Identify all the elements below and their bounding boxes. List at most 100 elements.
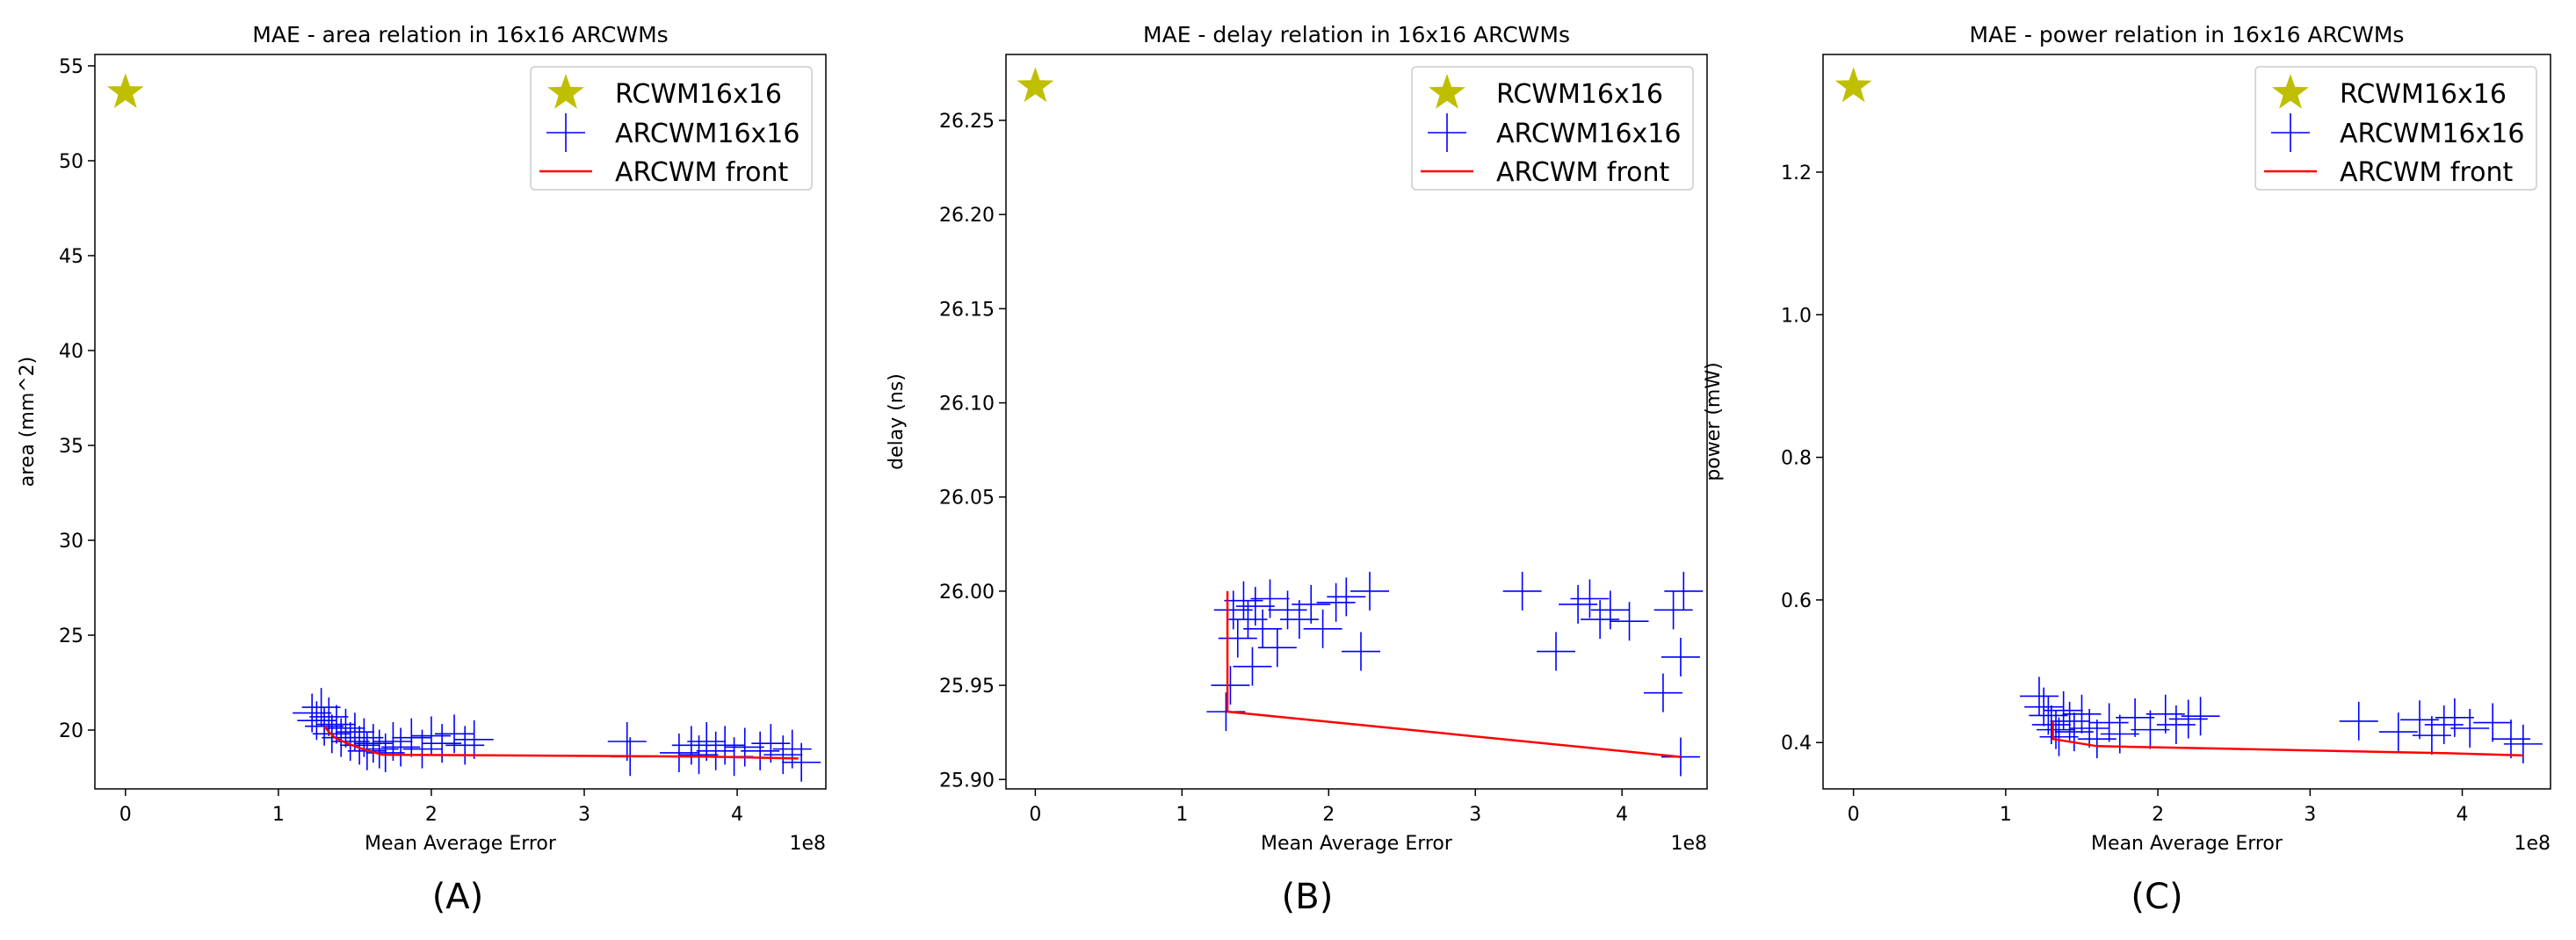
legend: RCWM16x16 ARCWM16x16 ARCWM front [530, 66, 813, 191]
chart-panel-1: MAE - delay relation in 16x16 ARCWMs 0 1 2 3… [886, 22, 1708, 855]
reference-star [1017, 67, 1054, 103]
design-point [671, 726, 711, 765]
y-tick-label: 30 [59, 531, 83, 553]
design-point [340, 726, 380, 765]
design-point [706, 726, 745, 765]
x-axis-label: Mean Average Error [1261, 833, 1453, 855]
design-point [1257, 628, 1297, 668]
legend-star-marker [2272, 74, 2309, 109]
plot-frame [94, 54, 827, 790]
design-point [1268, 590, 1307, 630]
design-point [1218, 618, 1257, 658]
y-tick-label: 20 [59, 720, 83, 742]
design-point [1570, 579, 1610, 618]
chart-panel-2: MAE - power relation in 16x16 ARCWMs 0 1 2 3… [1703, 22, 2551, 855]
legend-label: ARCWM16x16 [615, 119, 800, 149]
design-point [1653, 590, 1693, 630]
legend-label: ARCWM front [1496, 157, 1670, 188]
y-tick-label: 40 [59, 341, 83, 363]
design-point [1224, 581, 1263, 620]
design-point [2450, 709, 2490, 748]
design-point [2031, 705, 2071, 744]
design-point [607, 721, 647, 761]
design-point [1661, 637, 1700, 676]
design-point [2131, 710, 2170, 749]
x-tick-label: 1 [2000, 804, 2012, 826]
y-axis-label: power (mW) [1703, 362, 1725, 481]
design-point [2037, 710, 2076, 749]
legend-label: RCWM16x16 [2340, 79, 2507, 110]
plot-frame [1005, 54, 1708, 790]
x-tick-label: 0 [1029, 804, 1041, 826]
design-point [445, 726, 485, 765]
design-point [2116, 698, 2155, 737]
front-line [2051, 720, 2523, 757]
chart-title: MAE - delay relation in 16x16 ARCWMs [1143, 22, 1570, 47]
design-point [1327, 577, 1366, 617]
design-point [381, 727, 421, 767]
design-point [2039, 717, 2079, 756]
y-tick-label: 45 [59, 246, 83, 268]
design-point [2070, 709, 2109, 748]
design-point [741, 731, 780, 770]
legend-label: ARCWM16x16 [1496, 119, 1681, 149]
reference-star [1834, 67, 1872, 103]
legend-box [2254, 66, 2537, 191]
design-point [687, 721, 727, 761]
y-axis-label: area (mm^2) [17, 357, 39, 488]
y-axis-label: delay (ns) [886, 373, 908, 470]
plot-frame [1822, 54, 2551, 790]
design-point [725, 727, 764, 767]
design-point [2029, 696, 2068, 735]
x-tick-label: 3 [2304, 804, 2316, 826]
design-point [2412, 716, 2451, 756]
y-tick-label: 26.20 [939, 205, 995, 227]
design-point [1350, 571, 1390, 611]
y-tick-label: 26.05 [939, 488, 995, 510]
design-point [2503, 724, 2543, 763]
caption-c: (C) [2131, 877, 2183, 917]
design-point [2156, 705, 2196, 744]
design-point [1250, 579, 1290, 618]
design-point [392, 718, 431, 757]
design-point [763, 735, 803, 775]
design-point [1661, 737, 1700, 777]
y-tick-label: 0.6 [1781, 590, 1812, 612]
legend-star-marker [547, 74, 584, 109]
legend-star-marker [1429, 74, 1465, 109]
y-tick-label: 1.0 [1781, 305, 1812, 327]
caption-a: (A) [431, 877, 484, 917]
design-point [1643, 673, 1682, 712]
x-tick-label: 4 [731, 804, 743, 826]
x-tick-label: 0 [1848, 804, 1860, 826]
design-point [1243, 609, 1283, 648]
design-point [301, 688, 341, 727]
design-point [454, 719, 494, 759]
design-point [1342, 632, 1381, 671]
x-offset-label: 1e8 [789, 833, 826, 855]
y-tick-label: 26.00 [939, 582, 995, 604]
legend-label: ARCWM front [615, 157, 789, 188]
design-point [1213, 590, 1253, 630]
design-point [696, 731, 735, 770]
chart-title: MAE - power relation in 16x16 ARCWMs [1970, 22, 2405, 47]
design-point [423, 724, 462, 763]
reference-star [106, 73, 144, 108]
x-offset-label: 1e8 [1670, 833, 1707, 855]
x-tick-label: 0 [119, 804, 132, 826]
design-point [1316, 582, 1356, 622]
design-point [1559, 584, 1598, 624]
legend-label: RCWM16x16 [615, 79, 782, 110]
legend-plus-marker [546, 113, 585, 152]
legend-label: RCWM16x16 [1496, 79, 1663, 110]
x-tick-label: 3 [1469, 804, 1481, 826]
y-tick-label: 35 [59, 436, 83, 458]
design-point [330, 721, 370, 761]
y-tick-label: 25.90 [939, 770, 995, 792]
design-point [1664, 571, 1704, 611]
x-axis-label: Mean Average Error [2091, 833, 2283, 855]
x-tick-label: 3 [578, 804, 590, 826]
design-point [2473, 703, 2513, 742]
design-point [2077, 719, 2117, 759]
